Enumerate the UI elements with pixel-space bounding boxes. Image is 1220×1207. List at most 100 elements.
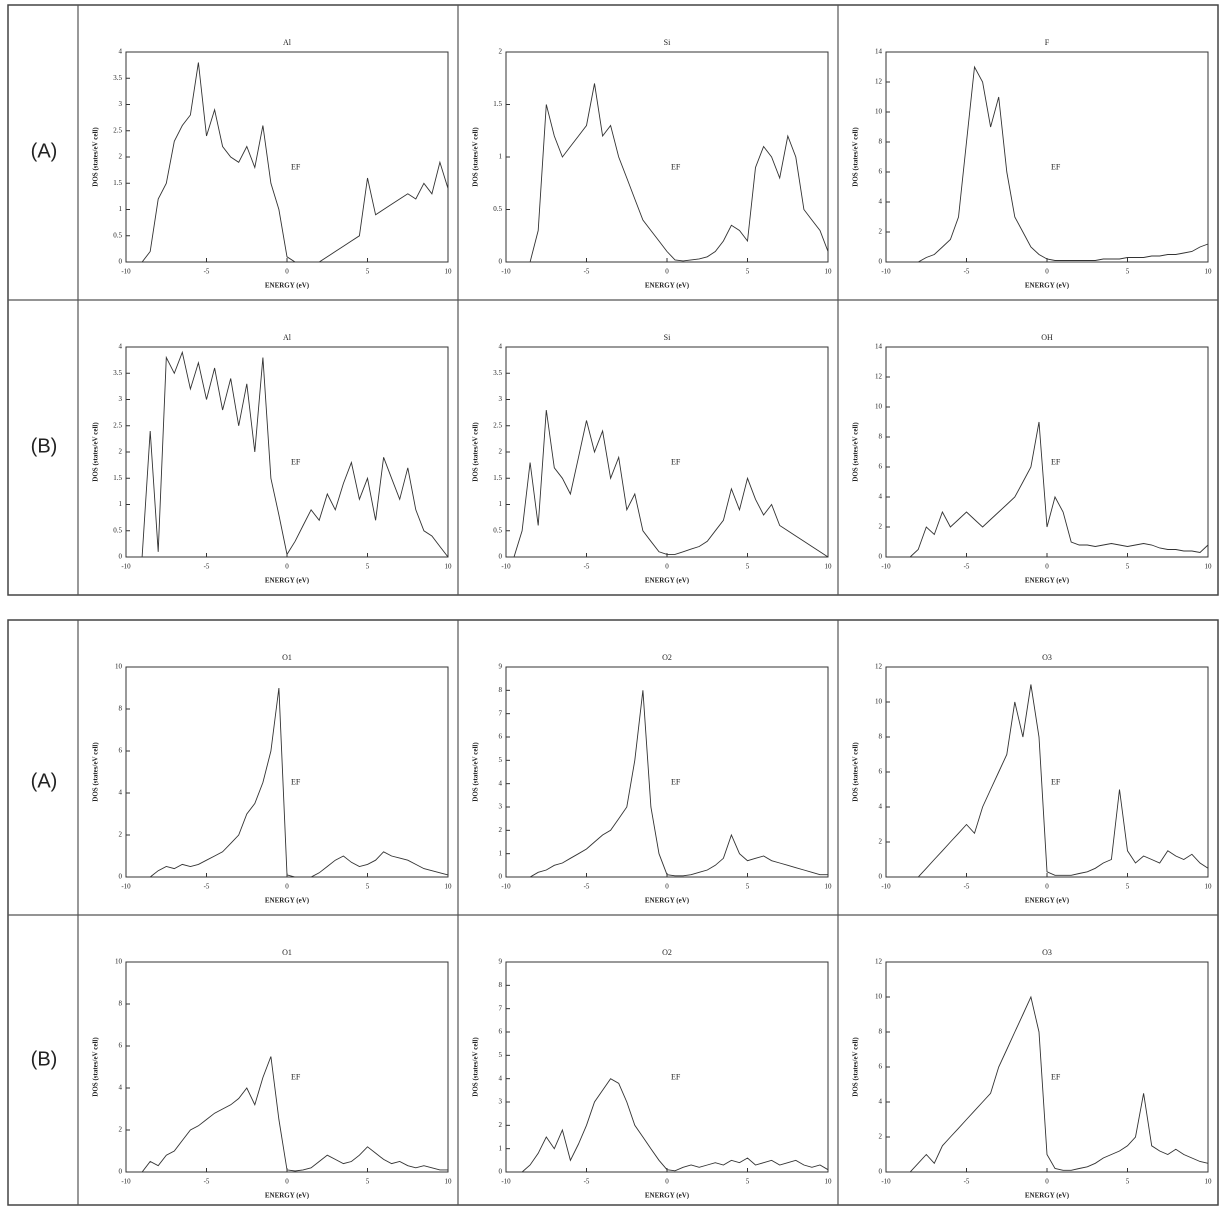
- x-tick-label: -10: [881, 883, 891, 891]
- x-tick-label: 5: [366, 1178, 370, 1186]
- row-label: (A): [31, 770, 58, 792]
- y-tick-label: 0.5: [493, 205, 502, 213]
- plot-frame: [505, 666, 829, 878]
- y-tick-label: 6: [499, 1028, 503, 1036]
- row-label: (B): [31, 1048, 58, 1070]
- y-tick-label: 3.5: [113, 369, 122, 377]
- y-tick-label: 12: [875, 78, 883, 86]
- x-tick-label: 5: [1126, 1178, 1130, 1186]
- y-tick-label: 1: [119, 500, 123, 508]
- y-tick-label: 12: [875, 663, 883, 671]
- y-tick-label: 4: [879, 1098, 883, 1106]
- y-tick-label: 3: [499, 395, 503, 403]
- y-axis-label: DOS (states/eV cell): [852, 742, 860, 802]
- chart-title: OH: [1041, 333, 1053, 342]
- y-tick-label: 2: [879, 523, 883, 531]
- y-tick-label: 4: [119, 789, 123, 797]
- y-tick-label: 2: [499, 826, 503, 834]
- x-axis-label: ENERGY (eV): [265, 577, 310, 585]
- y-tick-label: 0.5: [113, 526, 122, 534]
- dos-line: [506, 409, 829, 558]
- ef-annotation: EF: [1051, 777, 1061, 786]
- y-tick-label: 6: [879, 768, 883, 776]
- x-tick-label: 0: [665, 883, 669, 891]
- chart-title: Si: [664, 38, 671, 47]
- x-tick-label: 5: [366, 883, 370, 891]
- y-tick-label: 6: [879, 168, 883, 176]
- ef-annotation: EF: [1051, 162, 1061, 171]
- dos-line: [126, 687, 449, 878]
- x-tick-label: -5: [964, 563, 970, 571]
- y-tick-label: 1.5: [113, 179, 122, 187]
- x-tick-label: 5: [746, 1178, 750, 1186]
- ef-annotation: EF: [291, 457, 301, 466]
- plot-frame: [885, 961, 1209, 1173]
- y-tick-label: 1.5: [493, 474, 502, 482]
- y-tick-label: 4: [499, 343, 503, 351]
- y-tick-label: 6: [879, 1063, 883, 1071]
- x-tick-label: 0: [665, 268, 669, 276]
- y-tick-label: 4: [879, 493, 883, 501]
- x-tick-label: 10: [1205, 268, 1213, 276]
- plot-frame: [125, 961, 449, 1173]
- y-axis-label: DOS (states/eV cell): [852, 422, 860, 482]
- ef-annotation: EF: [671, 777, 681, 786]
- plot-frame: [885, 666, 1209, 878]
- x-tick-label: 10: [825, 1178, 833, 1186]
- ef-annotation: EF: [291, 777, 301, 786]
- y-tick-label: 2: [119, 153, 123, 161]
- y-tick-label: 2: [119, 448, 123, 456]
- ef-annotation: EF: [291, 1072, 301, 1081]
- dos-line: [126, 1056, 448, 1173]
- x-tick-label: 10: [1205, 1178, 1213, 1186]
- x-tick-label: 0: [285, 268, 289, 276]
- y-tick-label: 8: [499, 981, 503, 989]
- x-axis-label: ENERGY (eV): [645, 1192, 690, 1200]
- x-tick-label: 10: [1205, 883, 1213, 891]
- x-axis-label: ENERGY (eV): [1025, 1192, 1070, 1200]
- y-tick-label: 8: [879, 433, 883, 441]
- x-tick-label: -10: [501, 268, 511, 276]
- y-tick-label: 12: [875, 373, 883, 381]
- x-tick-label: 10: [445, 1178, 453, 1186]
- y-tick-label: 2: [119, 831, 123, 839]
- y-axis-label: DOS (states/eV cell): [852, 127, 860, 187]
- y-tick-label: 3: [499, 1098, 503, 1106]
- chart-title: Al: [283, 333, 292, 342]
- x-tick-label: -5: [204, 563, 210, 571]
- y-tick-label: 1.5: [493, 100, 502, 108]
- y-axis-label: DOS (states/eV cell): [472, 127, 480, 187]
- y-tick-label: 0: [119, 258, 123, 266]
- x-tick-label: 0: [1045, 883, 1049, 891]
- x-tick-label: -5: [964, 883, 970, 891]
- x-tick-label: -5: [204, 883, 210, 891]
- x-axis-label: ENERGY (eV): [1025, 282, 1070, 290]
- ef-annotation: EF: [1051, 457, 1061, 466]
- x-tick-label: 0: [665, 1178, 669, 1186]
- x-tick-label: 5: [746, 563, 750, 571]
- y-axis-label: DOS (states/eV cell): [92, 127, 100, 187]
- x-tick-label: 10: [445, 883, 453, 891]
- y-tick-label: 14: [875, 343, 883, 351]
- x-tick-label: -10: [501, 1178, 511, 1186]
- y-tick-label: 7: [499, 1004, 503, 1012]
- y-axis-label: DOS (states/eV cell): [852, 1037, 860, 1097]
- plot-frame: [505, 961, 829, 1173]
- x-tick-label: 0: [1045, 563, 1049, 571]
- y-tick-label: 6: [119, 747, 123, 755]
- x-tick-label: 5: [1126, 268, 1130, 276]
- x-axis-label: ENERGY (eV): [1025, 577, 1070, 585]
- y-tick-label: 0: [879, 553, 883, 561]
- y-tick-label: 2: [499, 1121, 503, 1129]
- x-tick-label: 0: [285, 1178, 289, 1186]
- y-tick-label: 2.5: [113, 126, 122, 134]
- x-tick-label: -10: [501, 563, 511, 571]
- dos-line: [506, 83, 829, 263]
- y-tick-label: 2: [879, 838, 883, 846]
- dos-line: [886, 995, 1209, 1173]
- x-axis-label: ENERGY (eV): [265, 1192, 310, 1200]
- y-axis-label: DOS (states/eV cell): [92, 742, 100, 802]
- x-tick-label: -10: [121, 883, 131, 891]
- x-tick-label: -10: [121, 1178, 131, 1186]
- x-tick-label: 5: [746, 883, 750, 891]
